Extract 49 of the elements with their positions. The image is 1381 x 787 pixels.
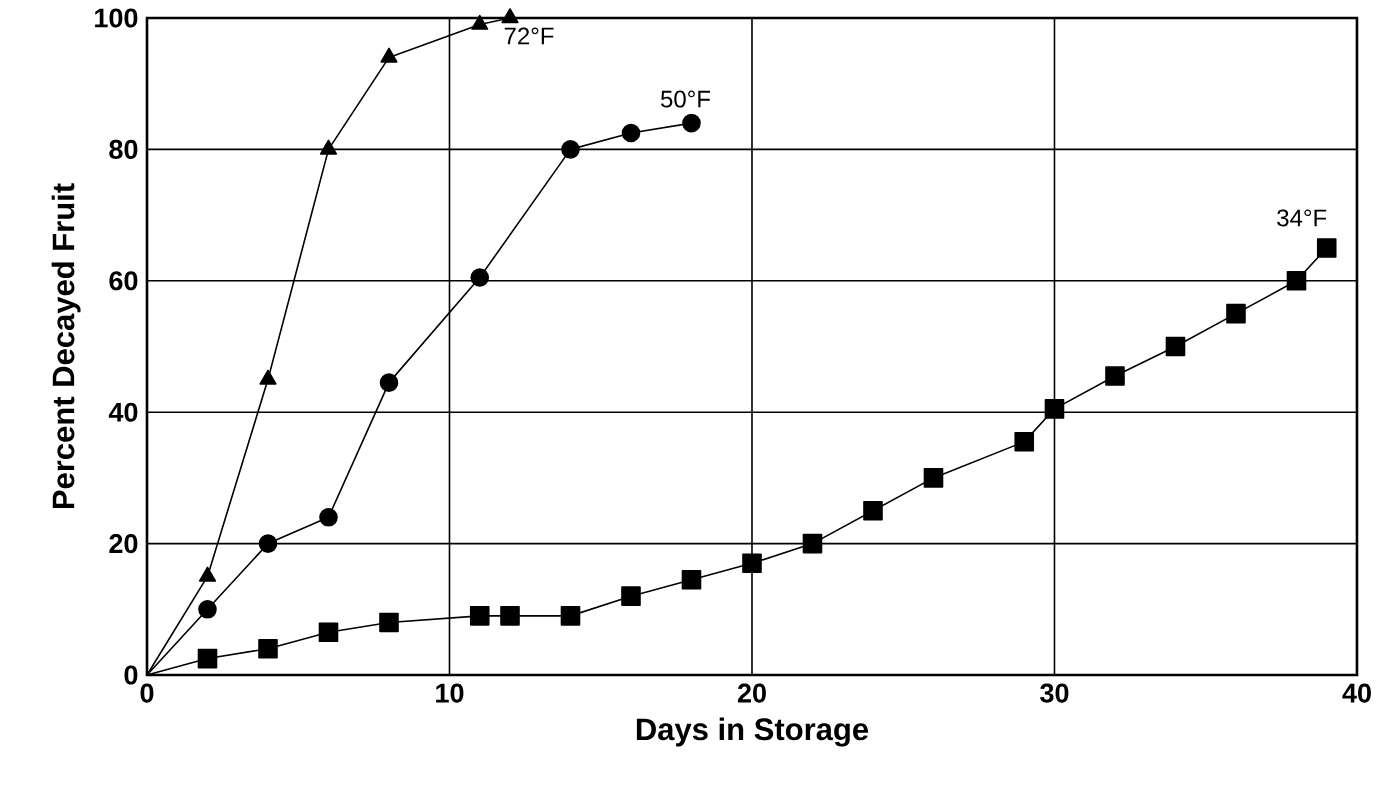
x-tick-label: 20: [737, 683, 766, 703]
series-label: 34°F: [1277, 209, 1327, 227]
point: [500, 606, 520, 626]
point: [259, 369, 277, 385]
point: [319, 508, 338, 527]
y-tick-label: 40: [108, 402, 138, 422]
series-label: 50°F: [660, 90, 710, 108]
point: [1014, 431, 1035, 452]
x-tick-label: 30: [1040, 683, 1069, 703]
x-axis-title: Days in Storage: [636, 717, 869, 747]
series-label: 72°F: [504, 27, 554, 45]
point: [802, 533, 823, 554]
point: [501, 8, 519, 24]
point: [471, 14, 489, 30]
point: [561, 140, 580, 159]
point: [863, 500, 883, 521]
point: [560, 606, 581, 626]
point: [621, 586, 641, 606]
point: [319, 139, 338, 155]
point: [379, 612, 399, 633]
point: [621, 123, 641, 143]
point: [742, 553, 762, 574]
point: [197, 648, 218, 669]
point: [258, 638, 278, 659]
y-tick-label: 80: [109, 139, 138, 159]
point: [1226, 303, 1246, 324]
point: [1165, 336, 1186, 357]
point: [1044, 399, 1065, 419]
x-tick-label: 10: [436, 683, 464, 703]
point: [318, 622, 339, 643]
point: [198, 600, 217, 619]
point: [380, 47, 398, 63]
point: [469, 606, 490, 626]
point: [923, 468, 944, 488]
point: [258, 534, 278, 553]
point: [379, 373, 399, 392]
point: [1105, 366, 1125, 386]
point: [1286, 271, 1307, 291]
x-tick-label: 40: [1342, 683, 1371, 703]
y-tick-label: 60: [109, 271, 138, 291]
point: [1316, 238, 1337, 258]
x-tick-label: 0: [140, 683, 154, 703]
y-tick-label: 100: [95, 8, 138, 28]
point: [682, 113, 701, 133]
point: [470, 268, 490, 287]
point: [681, 569, 702, 590]
y-axis-title: Percent Decayed Fruit: [51, 183, 81, 509]
y-tick-label: 0: [124, 665, 138, 685]
y-tick-label: 20: [109, 534, 138, 554]
